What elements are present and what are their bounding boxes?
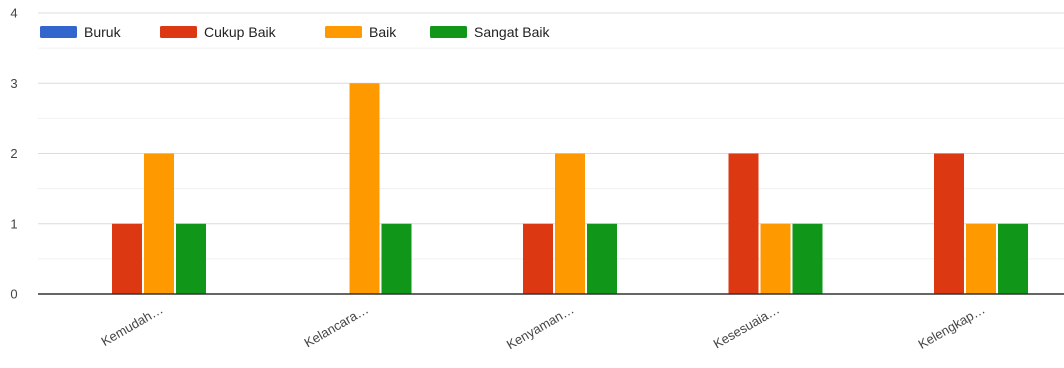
legend-label: Buruk [84, 24, 122, 40]
legend-label: Sangat Baik [474, 24, 550, 40]
x-tick-label: Kemudah… [99, 302, 166, 349]
bar[interactable] [555, 153, 585, 295]
legend-swatch [40, 26, 77, 38]
bar[interactable] [792, 223, 823, 294]
legend-swatch [430, 26, 467, 38]
x-tick-labels: Kemudah… Kelancara… Kenyaman… Kesesuaia… Kel… [99, 302, 988, 353]
x-tick-label: Kenyaman… [504, 302, 577, 353]
bar[interactable] [966, 223, 996, 294]
legend[interactable]: Buruk Cukup Baik Baik Sangat Baik [40, 24, 550, 40]
legend-item[interactable]: Buruk [40, 24, 122, 40]
bars [112, 83, 1028, 294]
legend-label: Cukup Baik [204, 24, 277, 40]
y-tick-label: 4 [10, 6, 17, 21]
bar[interactable] [144, 153, 174, 295]
bar[interactable] [998, 223, 1028, 294]
x-tick-label: Kelengkap… [916, 302, 988, 352]
bar[interactable] [349, 83, 380, 294]
bar[interactable] [523, 223, 553, 294]
y-tick-label: 0 [10, 287, 17, 302]
bar[interactable] [728, 153, 759, 295]
bar[interactable] [112, 223, 142, 294]
bar[interactable] [587, 223, 617, 294]
legend-swatch [325, 26, 362, 38]
y-tick-labels: 0 1 2 3 4 [10, 6, 17, 302]
legend-item[interactable]: Cukup Baik [160, 24, 277, 40]
legend-swatch [160, 26, 197, 38]
legend-item[interactable]: Sangat Baik [430, 24, 550, 40]
legend-item[interactable]: Baik [325, 24, 397, 40]
bar[interactable] [760, 223, 791, 294]
bar[interactable] [934, 153, 964, 295]
legend-label: Baik [369, 24, 397, 40]
y-tick-label: 2 [10, 146, 17, 161]
y-tick-label: 1 [10, 216, 17, 231]
x-tick-label: Kelancara… [302, 302, 371, 351]
y-tick-label: 3 [10, 76, 17, 91]
gridlines [38, 12, 1064, 260]
bar[interactable] [381, 223, 412, 294]
x-tick-label: Kesesuaia… [711, 302, 782, 352]
bar[interactable] [176, 223, 206, 294]
